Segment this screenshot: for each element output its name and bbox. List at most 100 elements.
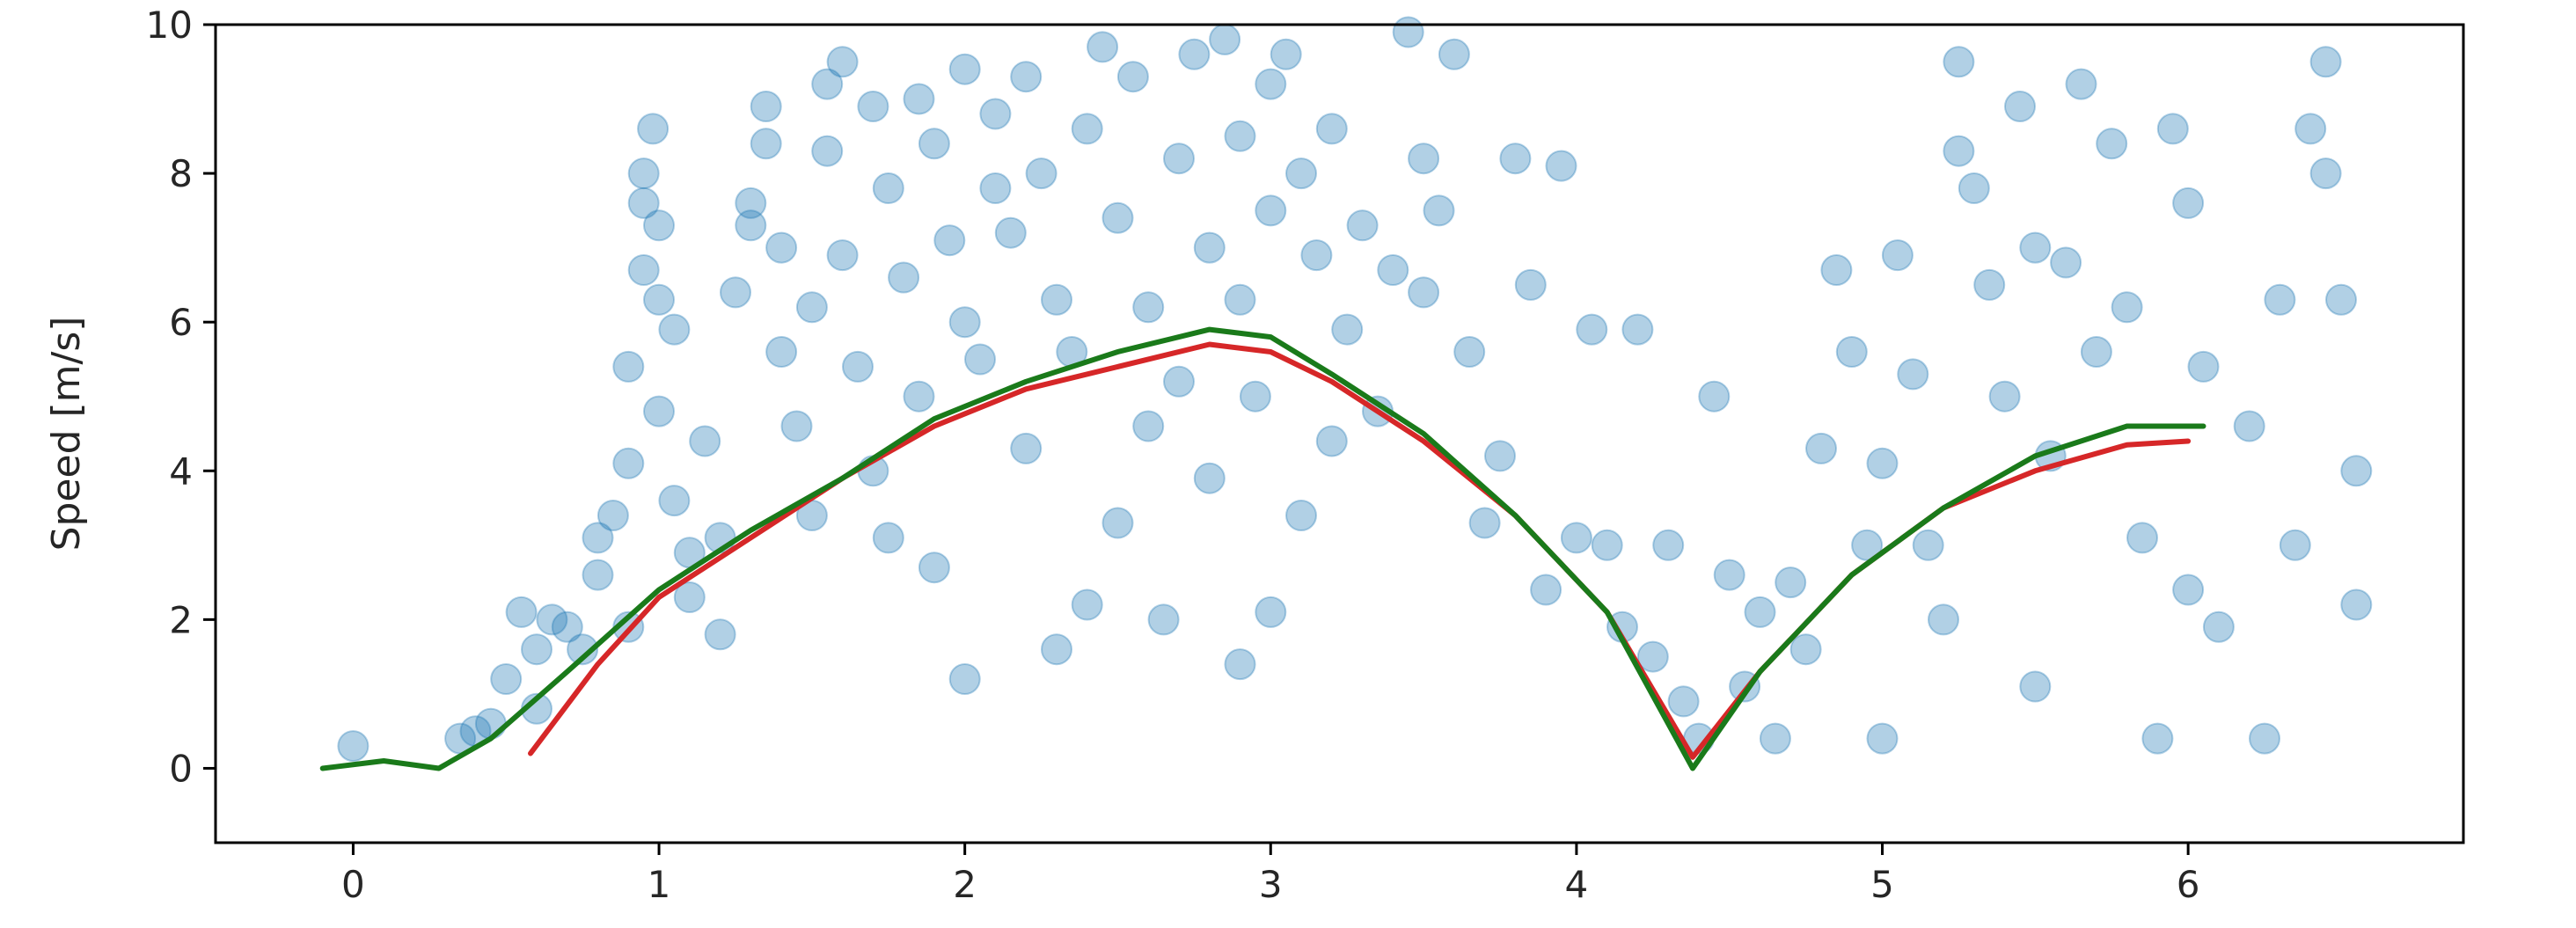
y-tick-label: 8 bbox=[169, 152, 193, 195]
scatter-point bbox=[1300, 239, 1333, 272]
scatter-point bbox=[1132, 410, 1165, 442]
scatter-point bbox=[637, 113, 670, 145]
scatter-point bbox=[1713, 559, 1745, 591]
scatter-point bbox=[582, 522, 614, 554]
scatter-point bbox=[2187, 350, 2220, 383]
scatter-point bbox=[1255, 68, 1287, 100]
scatter-point bbox=[1255, 596, 1287, 628]
scatter-point bbox=[2065, 68, 2097, 100]
scatter-point bbox=[750, 91, 782, 122]
scatter-point bbox=[1392, 16, 1424, 48]
scatter-point bbox=[1514, 268, 1547, 301]
scatter-point bbox=[505, 596, 538, 628]
scatter-point bbox=[627, 254, 660, 286]
scatter-point bbox=[1973, 268, 2006, 301]
scatter-point bbox=[2340, 588, 2373, 621]
scatter-point bbox=[2309, 157, 2342, 190]
x-tick-label: 4 bbox=[1565, 863, 1589, 906]
scatter-point bbox=[750, 128, 782, 160]
scatter-point bbox=[2004, 91, 2036, 122]
scatter-point bbox=[567, 633, 599, 666]
scatter-point bbox=[872, 172, 904, 204]
scatter-point bbox=[2172, 574, 2205, 606]
scatter-point bbox=[1484, 440, 1516, 472]
scatter-point bbox=[1744, 596, 1776, 628]
scatter-point bbox=[933, 224, 966, 257]
scatter-point bbox=[1224, 120, 1256, 152]
scatter-point bbox=[658, 485, 691, 517]
scatter-point bbox=[979, 172, 1012, 204]
scatter-point bbox=[994, 216, 1027, 249]
scatter-point bbox=[1652, 529, 1685, 561]
x-axis-ticks: 0 1 2 3 4 5 6 bbox=[341, 843, 2200, 906]
scatter-point bbox=[536, 603, 568, 636]
scatter-point bbox=[948, 306, 981, 339]
scatter-point bbox=[582, 559, 614, 591]
scatter-point bbox=[1285, 157, 1317, 190]
scatter-point bbox=[1423, 194, 1455, 227]
scatter-point bbox=[2309, 46, 2342, 78]
scatter-point bbox=[673, 581, 706, 613]
scatter-point bbox=[888, 261, 920, 294]
scatter-point bbox=[842, 350, 874, 383]
scatter-point bbox=[1346, 209, 1379, 242]
scatter-point bbox=[1866, 447, 1899, 479]
scatter-point bbox=[1928, 603, 1959, 636]
scatter-point bbox=[2019, 231, 2052, 264]
x-tick-label: 6 bbox=[2177, 863, 2200, 906]
scatter-point bbox=[337, 730, 370, 763]
scatter-point bbox=[1101, 201, 1134, 234]
scatter-point bbox=[811, 68, 844, 100]
scatter-point bbox=[2264, 283, 2296, 316]
scatter-point bbox=[1775, 566, 1807, 599]
y-tick-label: 0 bbox=[169, 747, 193, 790]
scatter-point bbox=[627, 186, 660, 219]
y-tick-label: 2 bbox=[169, 598, 193, 641]
scatter-point bbox=[1315, 113, 1348, 145]
scatter-point bbox=[2202, 610, 2235, 643]
scatter-point bbox=[1285, 500, 1317, 531]
scatter-point bbox=[1224, 283, 1256, 316]
green-fit-line bbox=[319, 326, 2206, 771]
scatter-point bbox=[1071, 588, 1103, 621]
scatter-point bbox=[1193, 462, 1226, 494]
scatter-point bbox=[1943, 135, 1975, 167]
scatter-point bbox=[2172, 186, 2205, 219]
x-tick-label: 3 bbox=[1259, 863, 1283, 906]
scatter-point bbox=[1759, 722, 1791, 755]
scatter-point bbox=[795, 291, 828, 324]
x-tick-label: 0 bbox=[341, 863, 365, 906]
scatter-point bbox=[1988, 380, 2021, 413]
y-tick-label: 10 bbox=[146, 4, 193, 47]
scatter-point bbox=[1331, 313, 1364, 346]
scatter-point bbox=[1912, 529, 1944, 561]
scatter-point bbox=[689, 425, 721, 457]
scatter-point bbox=[1147, 603, 1180, 636]
y-tick-label: 6 bbox=[169, 301, 193, 344]
scatter-point bbox=[704, 618, 736, 651]
scatter-point bbox=[474, 707, 507, 740]
x-tick-label: 1 bbox=[648, 863, 671, 906]
scatter-point bbox=[1530, 574, 1562, 606]
scatter-point bbox=[979, 98, 1012, 130]
scatter-point bbox=[1560, 522, 1592, 554]
scatter-point bbox=[1820, 254, 1853, 286]
scatter-point bbox=[2126, 522, 2158, 554]
scatter-point bbox=[1468, 507, 1501, 539]
scatter-point bbox=[826, 239, 859, 272]
y-axis-ticks: 0 2 4 6 8 10 bbox=[146, 4, 216, 790]
scatter-point bbox=[765, 231, 798, 264]
plot-area-frame bbox=[214, 23, 2465, 844]
scatter-point bbox=[1805, 432, 1837, 464]
scatter-point bbox=[1224, 648, 1256, 681]
scatter-point bbox=[2233, 410, 2265, 442]
scatter-point bbox=[1576, 313, 1608, 346]
scatter-point bbox=[643, 395, 675, 427]
scatter-point bbox=[948, 663, 981, 695]
y-tick-label: 4 bbox=[169, 449, 193, 493]
scatter-point bbox=[1943, 46, 1975, 78]
scatter-point bbox=[1453, 336, 1486, 368]
scatter-point bbox=[1408, 142, 1440, 175]
